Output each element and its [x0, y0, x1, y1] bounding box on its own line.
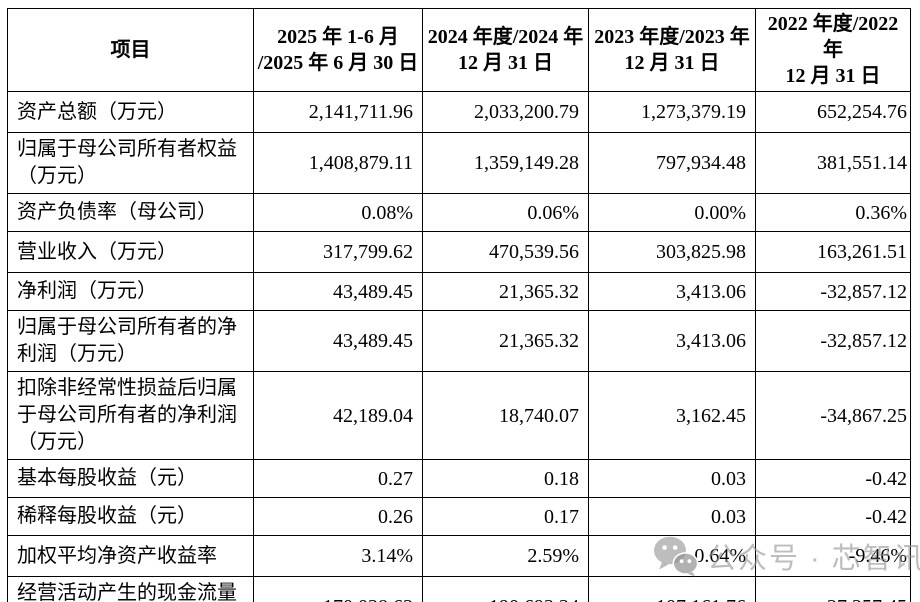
- cell-value: -32,857.12: [755, 272, 911, 311]
- cell-value: 0.08%: [253, 193, 423, 232]
- cell-value: 18,740.07: [422, 371, 589, 460]
- table-row: 资产负债率（母公司） 0.08% 0.06% 0.00% 0.36%: [7, 193, 911, 232]
- cell-value: 3.14%: [253, 535, 423, 577]
- cell-value: 797,934.48: [588, 132, 756, 194]
- cell-value: -0.42: [755, 497, 911, 536]
- cell-value: 0.03: [588, 497, 756, 536]
- row-label: 资产负债率（母公司）: [7, 193, 254, 232]
- table-row: 归属于母公司所有者的净 利润（万元） 43,489.45 21,365.32 3…: [7, 310, 911, 372]
- cell-value: 0.06%: [422, 193, 589, 232]
- row-label: 净利润（万元）: [7, 272, 254, 311]
- table-row: 稀释每股收益（元） 0.26 0.17 0.03 -0.42: [7, 497, 911, 536]
- cell-value: 303,825.98: [588, 231, 756, 273]
- cell-value: 21,365.32: [422, 272, 589, 311]
- cell-value: 381,551.14: [755, 132, 911, 194]
- cell-value: -32,857.12: [755, 310, 911, 372]
- cell-value: 27,257.45: [755, 576, 911, 602]
- row-label: 稀释每股收益（元）: [7, 497, 254, 536]
- cell-value: 0.64%: [588, 535, 756, 577]
- cell-value: 43,489.45: [253, 310, 423, 372]
- cell-value: 317,799.62: [253, 231, 423, 273]
- cell-value: -34,867.25: [755, 371, 911, 460]
- table-row: 扣除非经常性损益后归属 于母公司所有者的净利润 （万元） 42,189.04 1…: [7, 371, 911, 460]
- table-row: 资产总额（万元） 2,141,711.96 2,033,200.79 1,273…: [7, 91, 911, 133]
- row-label: 归属于母公司所有者权益 （万元）: [7, 132, 254, 194]
- table-header-row: 项目 2025 年 1-6 月 /2025 年 6 月 30 日 2024 年度…: [7, 8, 911, 92]
- row-label: 经营活动产生的现金流量 净额（万元）: [7, 576, 254, 602]
- cell-value: 170,038.63: [253, 576, 423, 602]
- cell-value: 163,261.51: [755, 231, 911, 273]
- cell-value: 1,273,379.19: [588, 91, 756, 133]
- cell-value: 0.27: [253, 459, 423, 498]
- column-header-2022: 2022 年度/2022 年 12 月 31 日: [755, 8, 911, 92]
- row-label: 归属于母公司所有者的净 利润（万元）: [7, 310, 254, 372]
- cell-value: 3,413.06: [588, 272, 756, 311]
- cell-value: 1,408,879.11: [253, 132, 423, 194]
- cell-value: 2,033,200.79: [422, 91, 589, 133]
- row-label: 基本每股收益（元）: [7, 459, 254, 498]
- cell-value: -9.46%: [755, 535, 911, 577]
- cell-value: 107,161.76: [588, 576, 756, 602]
- column-header-2023: 2023 年度/2023 年 12 月 31 日: [588, 8, 756, 92]
- table-row: 基本每股收益（元） 0.27 0.18 0.03 -0.42: [7, 459, 911, 498]
- table-row: 加权平均净资产收益率 3.14% 2.59% 0.64% -9.46%: [7, 535, 911, 577]
- cell-value: 3,162.45: [588, 371, 756, 460]
- cell-value: 2.59%: [422, 535, 589, 577]
- table-row: 营业收入（万元） 317,799.62 470,539.56 303,825.9…: [7, 231, 911, 273]
- column-header-item: 项目: [7, 8, 254, 92]
- column-header-2024: 2024 年度/2024 年 12 月 31 日: [422, 8, 589, 92]
- cell-value: 0.26: [253, 497, 423, 536]
- cell-value: 652,254.76: [755, 91, 911, 133]
- cell-value: 0.17: [422, 497, 589, 536]
- row-label: 资产总额（万元）: [7, 91, 254, 133]
- table-row: 归属于母公司所有者权益 （万元） 1,408,879.11 1,359,149.…: [7, 132, 911, 194]
- cell-value: 2,141,711.96: [253, 91, 423, 133]
- column-header-2025h1: 2025 年 1-6 月 /2025 年 6 月 30 日: [253, 8, 423, 92]
- row-label: 加权平均净资产收益率: [7, 535, 254, 577]
- row-label: 扣除非经常性损益后归属 于母公司所有者的净利润 （万元）: [7, 371, 254, 460]
- cell-value: 0.03: [588, 459, 756, 498]
- cell-value: 1,359,149.28: [422, 132, 589, 194]
- cell-value: 21,365.32: [422, 310, 589, 372]
- row-label: 营业收入（万元）: [7, 231, 254, 273]
- cell-value: 470,539.56: [422, 231, 589, 273]
- cell-value: 0.00%: [588, 193, 756, 232]
- financial-summary-table: 项目 2025 年 1-6 月 /2025 年 6 月 30 日 2024 年度…: [7, 8, 911, 602]
- cell-value: -0.42: [755, 459, 911, 498]
- table-row: 净利润（万元） 43,489.45 21,365.32 3,413.06 -32…: [7, 272, 911, 311]
- cell-value: 0.36%: [755, 193, 911, 232]
- table-row: 经营活动产生的现金流量 净额（万元） 170,038.63 190,693.34…: [7, 576, 911, 602]
- cell-value: 0.18: [422, 459, 589, 498]
- cell-value: 42,189.04: [253, 371, 423, 460]
- cell-value: 3,413.06: [588, 310, 756, 372]
- cell-value: 43,489.45: [253, 272, 423, 311]
- cell-value: 190,693.34: [422, 576, 589, 602]
